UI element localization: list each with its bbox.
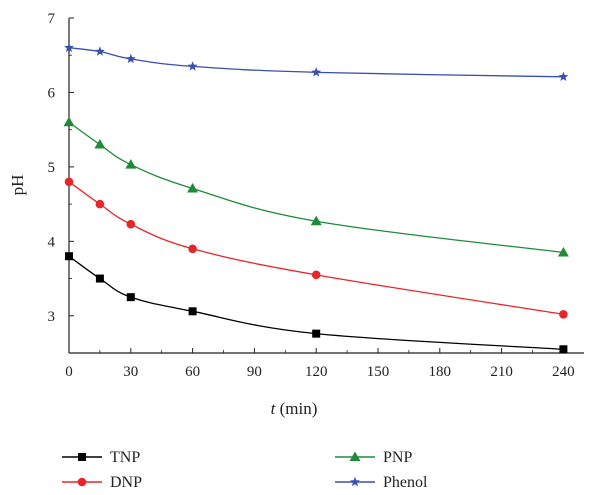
series-line-pnp bbox=[68, 121, 564, 254]
legend-item-dnp: DNP bbox=[62, 474, 142, 491]
data-point-phenol bbox=[94, 46, 105, 56]
series-pnp bbox=[63, 116, 569, 257]
data-point-tnp bbox=[559, 345, 568, 354]
data-point-phenol bbox=[558, 71, 569, 82]
y-tick-label: 3 bbox=[48, 309, 56, 325]
x-axis-title: t (min) bbox=[271, 399, 318, 418]
x-tick-label: 90 bbox=[247, 364, 262, 380]
legend-marker-pnp bbox=[349, 451, 361, 461]
legend-label: TNP bbox=[110, 449, 140, 466]
y-tick-label: 7 bbox=[48, 11, 56, 27]
data-point-pnp bbox=[63, 116, 75, 127]
legend: TNP DNP PNP Phenol bbox=[62, 449, 428, 491]
data-point-dnp bbox=[311, 270, 321, 280]
data-point-pnp bbox=[94, 139, 106, 149]
x-tick-label: 210 bbox=[490, 364, 513, 380]
x-tick-label: 0 bbox=[65, 364, 73, 380]
series-group bbox=[63, 42, 569, 354]
legend-item-phenol: Phenol bbox=[335, 474, 428, 491]
legend-label: Phenol bbox=[383, 474, 428, 491]
legend-label: PNP bbox=[383, 449, 412, 466]
y-axis-ticks: 3 4 5 6 7 bbox=[48, 11, 74, 325]
legend-label: DNP bbox=[110, 474, 142, 491]
series-line-dnp bbox=[68, 181, 564, 315]
data-point-phenol bbox=[125, 53, 136, 64]
data-point-pnp bbox=[125, 159, 137, 169]
data-point-phenol bbox=[187, 61, 198, 71]
axes bbox=[68, 18, 584, 354]
data-point-tnp bbox=[126, 293, 135, 302]
series-dnp bbox=[64, 177, 568, 319]
data-point-pnp bbox=[557, 247, 569, 257]
data-point-dnp bbox=[95, 199, 105, 209]
data-point-tnp bbox=[95, 274, 104, 283]
legend-marker-dnp bbox=[77, 477, 87, 487]
legend-item-pnp: PNP bbox=[335, 449, 412, 466]
x-tick-label: 240 bbox=[552, 364, 575, 380]
data-point-dnp bbox=[126, 219, 136, 229]
x-axis-unit: (min) bbox=[275, 399, 317, 418]
data-point-dnp bbox=[559, 309, 568, 319]
x-tick-label: 120 bbox=[305, 364, 328, 380]
y-tick-label: 5 bbox=[48, 160, 56, 176]
x-tick-label: 60 bbox=[185, 364, 200, 380]
series-tnp bbox=[65, 252, 568, 354]
data-point-tnp bbox=[188, 307, 197, 316]
data-point-dnp bbox=[64, 177, 74, 187]
legend-marker-phenol bbox=[350, 476, 360, 487]
data-point-tnp bbox=[312, 329, 321, 338]
x-tick-label: 180 bbox=[429, 364, 452, 380]
legend-marker-tnp bbox=[78, 453, 86, 461]
y-axis-title: pH bbox=[8, 175, 27, 196]
series-phenol bbox=[64, 42, 569, 82]
data-point-tnp bbox=[65, 252, 73, 261]
x-tick-label: 150 bbox=[367, 364, 390, 380]
y-tick-label: 4 bbox=[48, 234, 56, 250]
data-point-dnp bbox=[188, 244, 197, 254]
legend-item-tnp: TNP bbox=[62, 449, 140, 466]
x-tick-label: 30 bbox=[123, 364, 138, 380]
x-axis-variable: t bbox=[271, 399, 277, 418]
data-point-phenol bbox=[311, 67, 322, 77]
data-point-pnp bbox=[187, 182, 199, 193]
data-point-phenol bbox=[64, 42, 74, 52]
y-tick-label: 6 bbox=[48, 85, 56, 101]
data-point-pnp bbox=[310, 215, 322, 226]
